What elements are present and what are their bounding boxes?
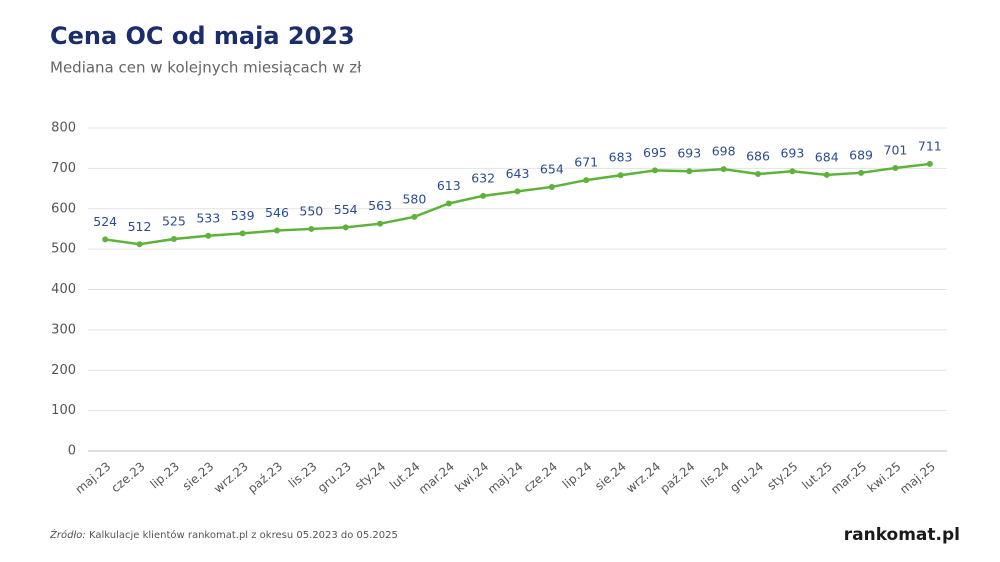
- data-label: 546: [265, 205, 289, 220]
- data-label: 580: [402, 191, 426, 206]
- x-tick-label: maj.25: [897, 459, 938, 496]
- point: [755, 171, 762, 178]
- x-tick-label: sie.24: [592, 459, 629, 493]
- data-label: 693: [780, 146, 804, 161]
- data-label: 686: [746, 149, 770, 164]
- logo: rankomat.pl: [844, 525, 960, 545]
- data-label: 512: [128, 219, 152, 234]
- x-tick-label: lip.23: [148, 459, 183, 491]
- x-tick-label: kwi.25: [865, 459, 904, 495]
- x-tick-label: lip.24: [560, 459, 595, 491]
- x-tick-label: mar.24: [416, 459, 457, 497]
- data-label: 613: [437, 178, 461, 193]
- data-label: 563: [368, 198, 392, 213]
- x-tick-label: cze.24: [521, 459, 560, 495]
- x-tick-label: gru.23: [315, 459, 354, 495]
- data-label: 684: [815, 149, 839, 164]
- x-tick-label: sty.24: [352, 459, 388, 493]
- x-tick-label: gru.24: [727, 459, 766, 495]
- data-label: 524: [93, 214, 117, 229]
- source-text: Kalkulacje klientów rankomat.pl z okresu…: [89, 529, 398, 541]
- point: [651, 167, 658, 174]
- data-label: 550: [299, 203, 323, 218]
- x-tick-label: maj.23: [73, 459, 114, 496]
- data-label: 554: [334, 202, 358, 217]
- source-label: Źródło:: [49, 528, 86, 541]
- point: [377, 220, 384, 227]
- y-tick-label: 600: [51, 201, 76, 216]
- data-label: 711: [918, 138, 942, 153]
- data-label: 698: [712, 144, 736, 159]
- data-label: 533: [196, 210, 220, 225]
- point: [720, 166, 727, 173]
- point: [514, 188, 521, 195]
- x-tick-label: lis.24: [698, 459, 732, 490]
- point: [892, 164, 899, 171]
- x-tick-label: kwi.24: [452, 459, 491, 495]
- data-label: 632: [471, 170, 495, 185]
- y-tick-label: 0: [68, 444, 76, 459]
- point: [480, 192, 487, 199]
- x-tick-label: paź.24: [658, 459, 698, 496]
- data-label: 525: [162, 214, 186, 229]
- point: [239, 230, 246, 237]
- y-tick-label: 200: [51, 363, 76, 378]
- chart-title: Cena OC od maja 2023: [50, 22, 355, 50]
- data-label: 671: [574, 155, 598, 170]
- point: [445, 200, 452, 207]
- point: [170, 236, 177, 243]
- point: [926, 160, 933, 167]
- y-tick-label: 700: [51, 161, 76, 176]
- data-label: 654: [540, 161, 564, 176]
- y-tick-label: 400: [51, 282, 76, 297]
- data-label: 701: [884, 142, 908, 157]
- x-tick-label: wrz.23: [211, 459, 251, 496]
- chart-subtitle: Mediana cen w kolejnych miesiącach w zł: [50, 59, 362, 77]
- y-tick-label: 800: [51, 121, 76, 136]
- point: [102, 236, 109, 243]
- point: [136, 241, 143, 248]
- point: [823, 171, 830, 178]
- y-tick-label: 100: [51, 403, 76, 418]
- x-tick-label: lis.23: [286, 459, 320, 490]
- point: [617, 172, 624, 179]
- point: [342, 224, 349, 231]
- x-tick-label: sie.23: [180, 459, 217, 493]
- point: [548, 183, 555, 190]
- data-label: 539: [231, 208, 255, 223]
- point: [583, 177, 590, 184]
- point: [858, 169, 865, 176]
- data-label: 693: [677, 146, 701, 161]
- source: Źródło: Kalkulacje klientów rankomat.pl …: [49, 528, 398, 541]
- x-tick-label: paź.23: [245, 459, 285, 496]
- data-label: 689: [849, 147, 873, 162]
- point: [308, 225, 315, 232]
- data-label: 695: [643, 145, 667, 160]
- point: [205, 232, 212, 239]
- x-tick-label: mar.25: [828, 459, 869, 497]
- point: [411, 213, 418, 220]
- y-tick-label: 300: [51, 322, 76, 337]
- point: [273, 227, 280, 234]
- x-tick-label: wrz.24: [623, 459, 663, 496]
- data-label: 643: [506, 166, 530, 181]
- y-tick-label: 500: [51, 242, 76, 257]
- x-tick-label: maj.24: [485, 459, 526, 496]
- data-label: 683: [609, 150, 633, 165]
- x-tick-label: sty.25: [764, 459, 800, 493]
- x-tick-label: cze.23: [109, 459, 148, 495]
- point: [789, 168, 796, 175]
- point: [686, 168, 693, 175]
